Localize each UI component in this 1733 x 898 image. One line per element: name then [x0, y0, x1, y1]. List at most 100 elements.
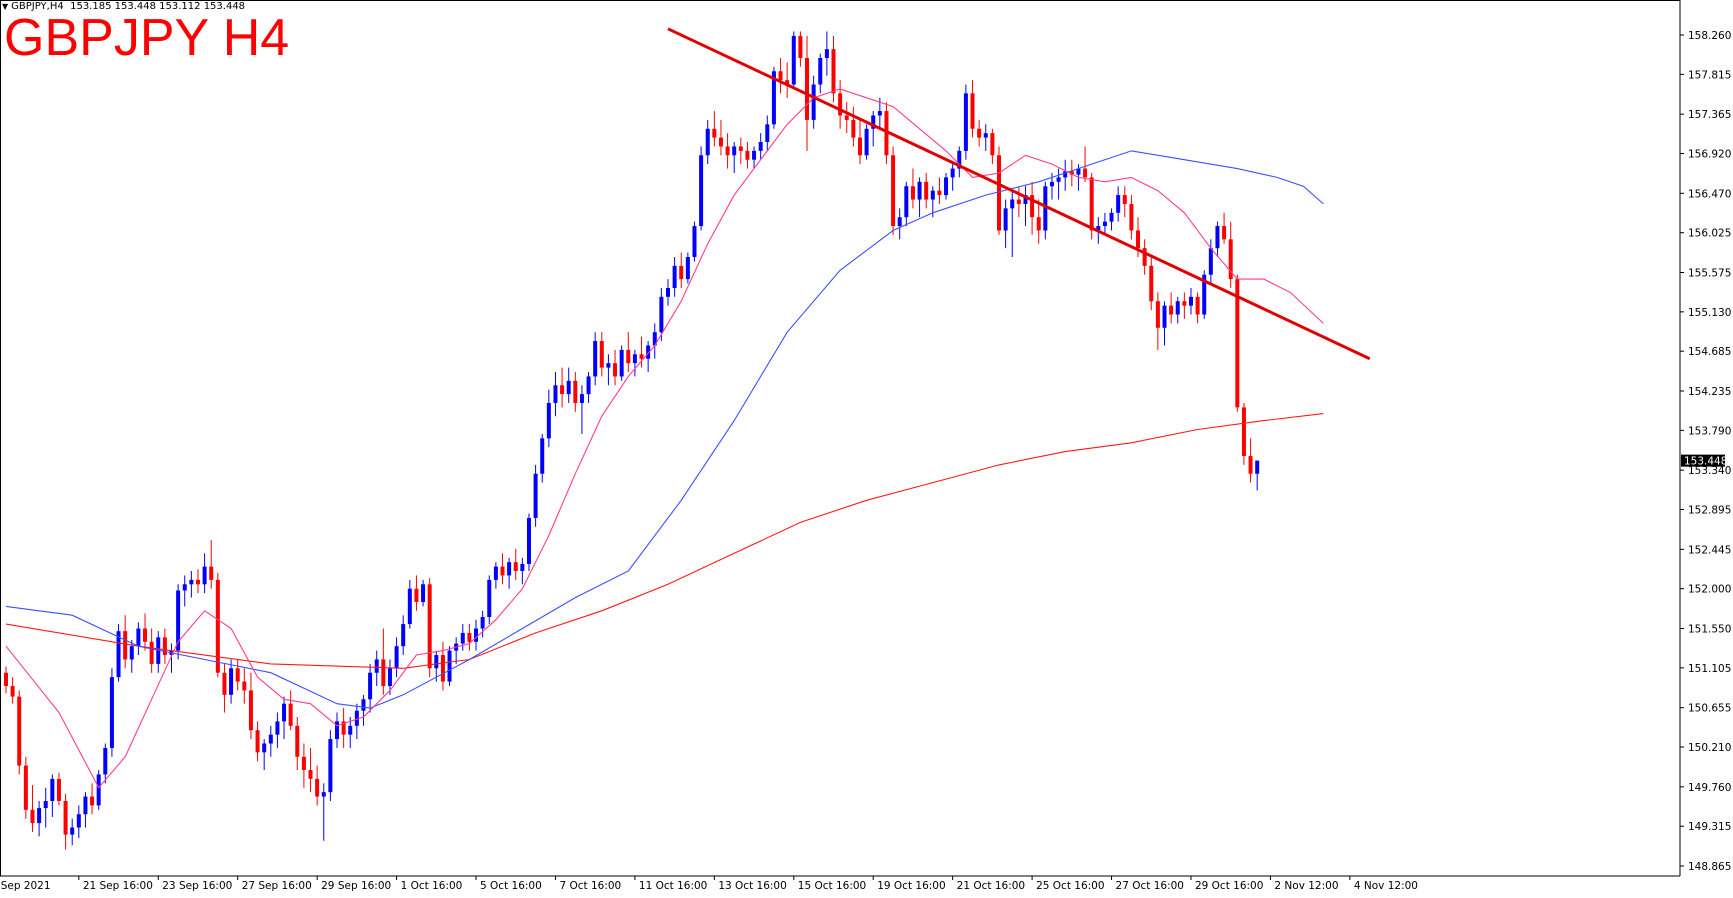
- candle: [1175, 296, 1180, 324]
- candle: [831, 35, 836, 103]
- candle: [30, 785, 35, 832]
- candle-body: [1116, 195, 1121, 213]
- candle-body: [606, 363, 611, 368]
- candle: [1043, 181, 1048, 240]
- candle-body: [321, 792, 326, 797]
- candle: [725, 133, 730, 169]
- candle-body: [295, 725, 300, 757]
- candle: [566, 367, 571, 403]
- candle-body: [56, 778, 61, 801]
- resistance-trendline[interactable]: [667, 27, 1371, 361]
- symbol-timeframe: GBPJPY,H4: [11, 1, 64, 12]
- candle: [235, 659, 240, 691]
- candle: [599, 332, 604, 377]
- candle-body: [129, 646, 134, 660]
- candle-body: [50, 778, 55, 801]
- y-tick-label: 158.260: [1688, 30, 1731, 42]
- candle-body: [745, 150, 750, 160]
- candle: [838, 80, 843, 129]
- candle-body: [613, 363, 618, 377]
- candle-body: [1162, 305, 1167, 328]
- candle-body: [672, 265, 677, 288]
- candle-body: [447, 650, 452, 682]
- candle: [811, 75, 816, 129]
- candle-body: [758, 142, 763, 151]
- candle: [1222, 212, 1227, 244]
- candle-body: [235, 668, 240, 682]
- candle: [791, 31, 796, 89]
- candle-body: [924, 181, 929, 200]
- candle-body: [1063, 171, 1068, 178]
- candle: [745, 142, 750, 169]
- candle-body: [374, 659, 379, 673]
- candle-body: [805, 57, 810, 120]
- candle-body: [560, 385, 565, 395]
- candle-body: [255, 730, 260, 753]
- candle-body: [387, 668, 392, 687]
- candle: [23, 756, 28, 819]
- candle: [1142, 239, 1147, 275]
- candle: [639, 336, 644, 368]
- candle: [1036, 199, 1041, 244]
- candle: [672, 257, 677, 297]
- candle-body: [738, 146, 743, 151]
- candle-body: [1096, 226, 1101, 231]
- candle-body: [434, 655, 439, 669]
- candle-body: [877, 111, 882, 116]
- candle-body: [1169, 305, 1174, 315]
- candle: [222, 663, 227, 713]
- candle-body: [421, 584, 426, 602]
- candle: [1129, 195, 1134, 240]
- ma-slow-line: [5, 413, 1324, 669]
- candle-body: [143, 628, 148, 642]
- candle-body: [520, 563, 525, 572]
- candle-body: [732, 146, 737, 156]
- candle: [335, 712, 339, 748]
- candle-body: [1083, 168, 1088, 178]
- candle: [579, 385, 584, 434]
- candle: [4, 666, 8, 694]
- candle: [421, 579, 426, 607]
- candle-body: [414, 588, 419, 602]
- candle-body: [23, 765, 28, 810]
- candle-body: [348, 725, 353, 735]
- candle: [17, 690, 22, 775]
- x-tick-label: 19 Oct 16:00: [877, 880, 945, 892]
- y-tick-label: 153.790: [1688, 425, 1731, 437]
- candle-body: [37, 808, 42, 824]
- candle-body: [1241, 407, 1246, 457]
- candle-body: [857, 137, 862, 156]
- candle-body: [1202, 274, 1207, 315]
- candle: [387, 659, 392, 695]
- candle-body: [229, 668, 234, 695]
- candle-body: [685, 257, 690, 280]
- candle: [851, 106, 856, 147]
- candle: [76, 805, 81, 839]
- candle: [70, 818, 75, 846]
- dropdown-triangle-icon[interactable]: ▼: [2, 2, 9, 11]
- candle-body: [705, 128, 710, 156]
- candle-body: [1175, 301, 1180, 315]
- candle: [348, 716, 353, 748]
- candle: [328, 730, 333, 801]
- candle: [189, 571, 194, 598]
- candle: [381, 628, 386, 695]
- candle: [1182, 292, 1187, 319]
- candle-body: [1228, 239, 1233, 280]
- candle-body: [586, 376, 591, 395]
- candle-body: [189, 579, 194, 585]
- candle: [864, 124, 869, 160]
- candle: [414, 575, 419, 611]
- candle-body: [526, 517, 531, 564]
- ma-mid-line: [5, 150, 1324, 709]
- candle-body: [1122, 195, 1127, 204]
- x-tick-label: 25 Oct 16:00: [1036, 880, 1104, 892]
- x-tick-label: 5 Oct 16:00: [480, 880, 542, 892]
- candle-body: [1235, 279, 1240, 408]
- candle: [897, 208, 902, 240]
- candle-body: [1129, 203, 1134, 231]
- candle: [176, 584, 181, 660]
- candle-body: [632, 354, 637, 364]
